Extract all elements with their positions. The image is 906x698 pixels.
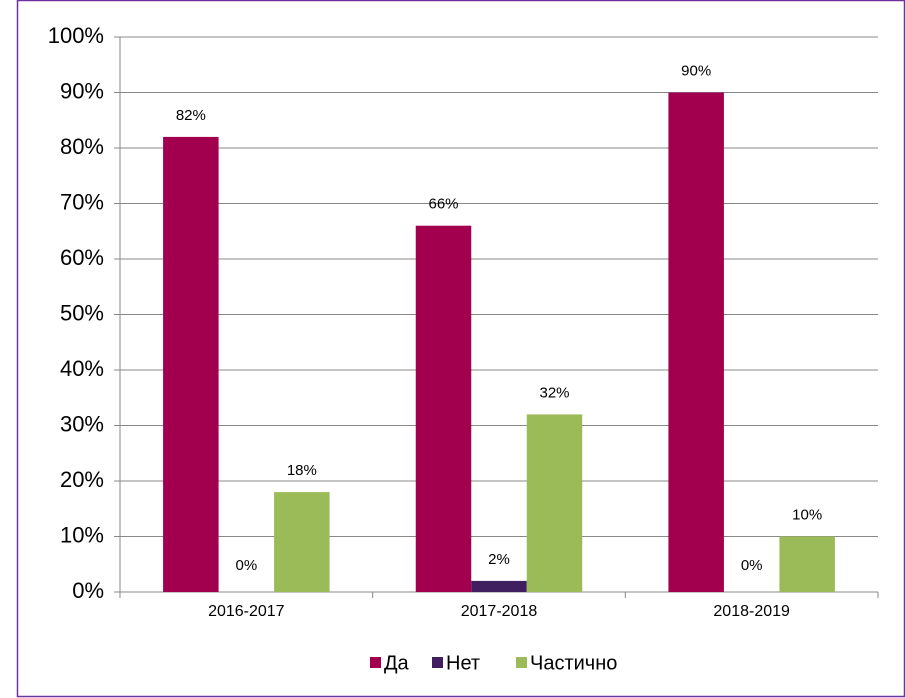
y-tick-label: 30% — [60, 411, 104, 436]
legend-swatch — [516, 657, 527, 668]
value-label: 0% — [741, 557, 763, 574]
bar — [274, 492, 330, 592]
value-label: 66% — [428, 196, 458, 213]
value-label: 82% — [176, 107, 206, 124]
legend-label: Да — [384, 652, 410, 674]
y-tick-label: 50% — [60, 300, 104, 325]
y-tick-label: 80% — [60, 134, 104, 159]
value-label: 10% — [792, 506, 822, 523]
y-tick-label: 10% — [60, 522, 104, 547]
legend-swatch — [432, 657, 443, 668]
bar — [526, 414, 583, 592]
y-tick-label: 40% — [60, 356, 104, 381]
x-tick-label: 2016-2017 — [208, 603, 285, 620]
value-label: 0% — [235, 557, 257, 574]
value-label: 32% — [539, 384, 569, 401]
y-tick-label: 0% — [72, 578, 104, 603]
value-label: 90% — [681, 62, 711, 79]
bar — [471, 580, 527, 592]
bar — [163, 136, 219, 592]
y-tick-label: 100% — [48, 23, 104, 48]
bar — [668, 92, 724, 592]
y-tick-label: 20% — [60, 467, 104, 492]
bar — [779, 536, 835, 592]
value-label: 2% — [488, 551, 510, 568]
legend-label: Частично — [530, 652, 617, 674]
x-tick-label: 2017-2018 — [461, 603, 538, 620]
y-tick-label: 90% — [60, 78, 104, 103]
y-tick-label: 70% — [60, 189, 104, 214]
y-tick-label: 60% — [60, 245, 104, 270]
bar — [415, 225, 472, 592]
legend-swatch — [370, 657, 381, 668]
legend-label: Нет — [446, 652, 480, 674]
x-tick-label: 2018-2019 — [713, 603, 790, 620]
value-label: 18% — [287, 462, 317, 479]
